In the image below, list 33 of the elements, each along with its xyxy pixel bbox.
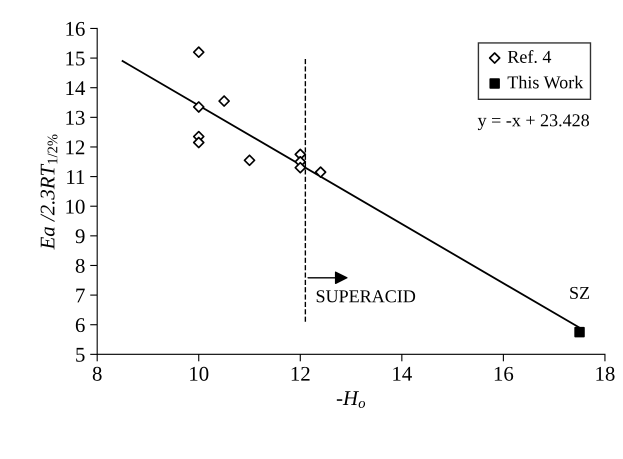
y-tick-label: 14 xyxy=(66,81,86,95)
y-axis-title: Ea /2.3RT$_{1/2%}$ xyxy=(40,134,58,250)
point xyxy=(574,326,585,338)
y-tick-label: 16 xyxy=(66,22,85,36)
x-tick-label: 18 xyxy=(596,366,615,381)
y-tick-label: 13 xyxy=(66,110,85,125)
y-tick-label: 11 xyxy=(67,170,84,184)
x-tick-label: 12 xyxy=(292,366,310,381)
y-tick-label: 8 xyxy=(76,258,85,273)
x-tick-label: 8 xyxy=(92,366,102,381)
x-tick-label: 16 xyxy=(494,366,514,381)
point xyxy=(294,162,306,174)
point xyxy=(192,46,205,58)
y-tick-label: 9 xyxy=(76,229,85,244)
x-tick-label: 10 xyxy=(190,366,208,381)
ref-line-label: SUPERACID xyxy=(316,290,416,302)
legend-label: This Work xyxy=(508,76,584,89)
point xyxy=(192,136,205,148)
point xyxy=(244,154,256,166)
point xyxy=(192,101,205,113)
x-tick-label: 14 xyxy=(393,366,412,381)
point xyxy=(314,166,326,178)
y-tick-label: 12 xyxy=(66,140,84,154)
legend-label: Ref. 4 xyxy=(508,50,552,64)
y-tick-label: 10 xyxy=(66,200,85,214)
y-tick-label: 7 xyxy=(76,288,85,302)
annotation: y = -x + 23.428 xyxy=(478,114,590,130)
x-axis-title: -H$_{o}$ xyxy=(336,391,366,408)
y-tick-label: 15 xyxy=(66,52,85,66)
annotation: SZ xyxy=(570,286,590,299)
y-tick-label: 6 xyxy=(76,318,85,332)
y-tick-label: 5 xyxy=(76,348,85,362)
point xyxy=(218,95,230,107)
